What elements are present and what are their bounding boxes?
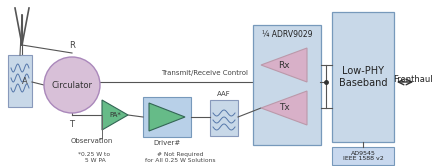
Bar — [331, 147, 393, 165]
Text: AD9545
IEEE 1588 v2: AD9545 IEEE 1588 v2 — [342, 151, 382, 161]
Bar — [210, 100, 237, 136]
Bar — [8, 55, 32, 107]
Polygon shape — [149, 103, 184, 131]
Text: *0.25 W to
 5 W PA: *0.25 W to 5 W PA — [78, 152, 110, 163]
Text: Driver#: Driver# — [153, 140, 180, 146]
Text: Transmit/Receive Control: Transmit/Receive Control — [161, 70, 248, 76]
Text: R: R — [69, 41, 75, 50]
Bar — [143, 97, 191, 137]
Polygon shape — [260, 48, 306, 82]
Text: ¼ ADRV9029: ¼ ADRV9029 — [261, 30, 312, 39]
Text: Low-PHY
Baseband: Low-PHY Baseband — [338, 66, 386, 88]
Polygon shape — [260, 91, 306, 125]
Polygon shape — [102, 100, 128, 130]
Bar — [253, 25, 320, 145]
Text: AAF: AAF — [217, 91, 230, 97]
Text: # Not Required
for All 0.25 W Solutions: # Not Required for All 0.25 W Solutions — [145, 152, 215, 163]
Text: A: A — [22, 78, 28, 86]
Text: Observation: Observation — [71, 138, 113, 144]
Text: Fronthaul: Fronthaul — [392, 76, 432, 84]
Bar — [331, 12, 393, 142]
Text: T: T — [69, 120, 74, 129]
Text: Circulator: Circulator — [51, 81, 92, 89]
Text: PA*: PA* — [109, 112, 121, 118]
Text: Tx: Tx — [278, 103, 289, 113]
Circle shape — [44, 57, 100, 113]
Text: Rx: Rx — [278, 60, 289, 70]
